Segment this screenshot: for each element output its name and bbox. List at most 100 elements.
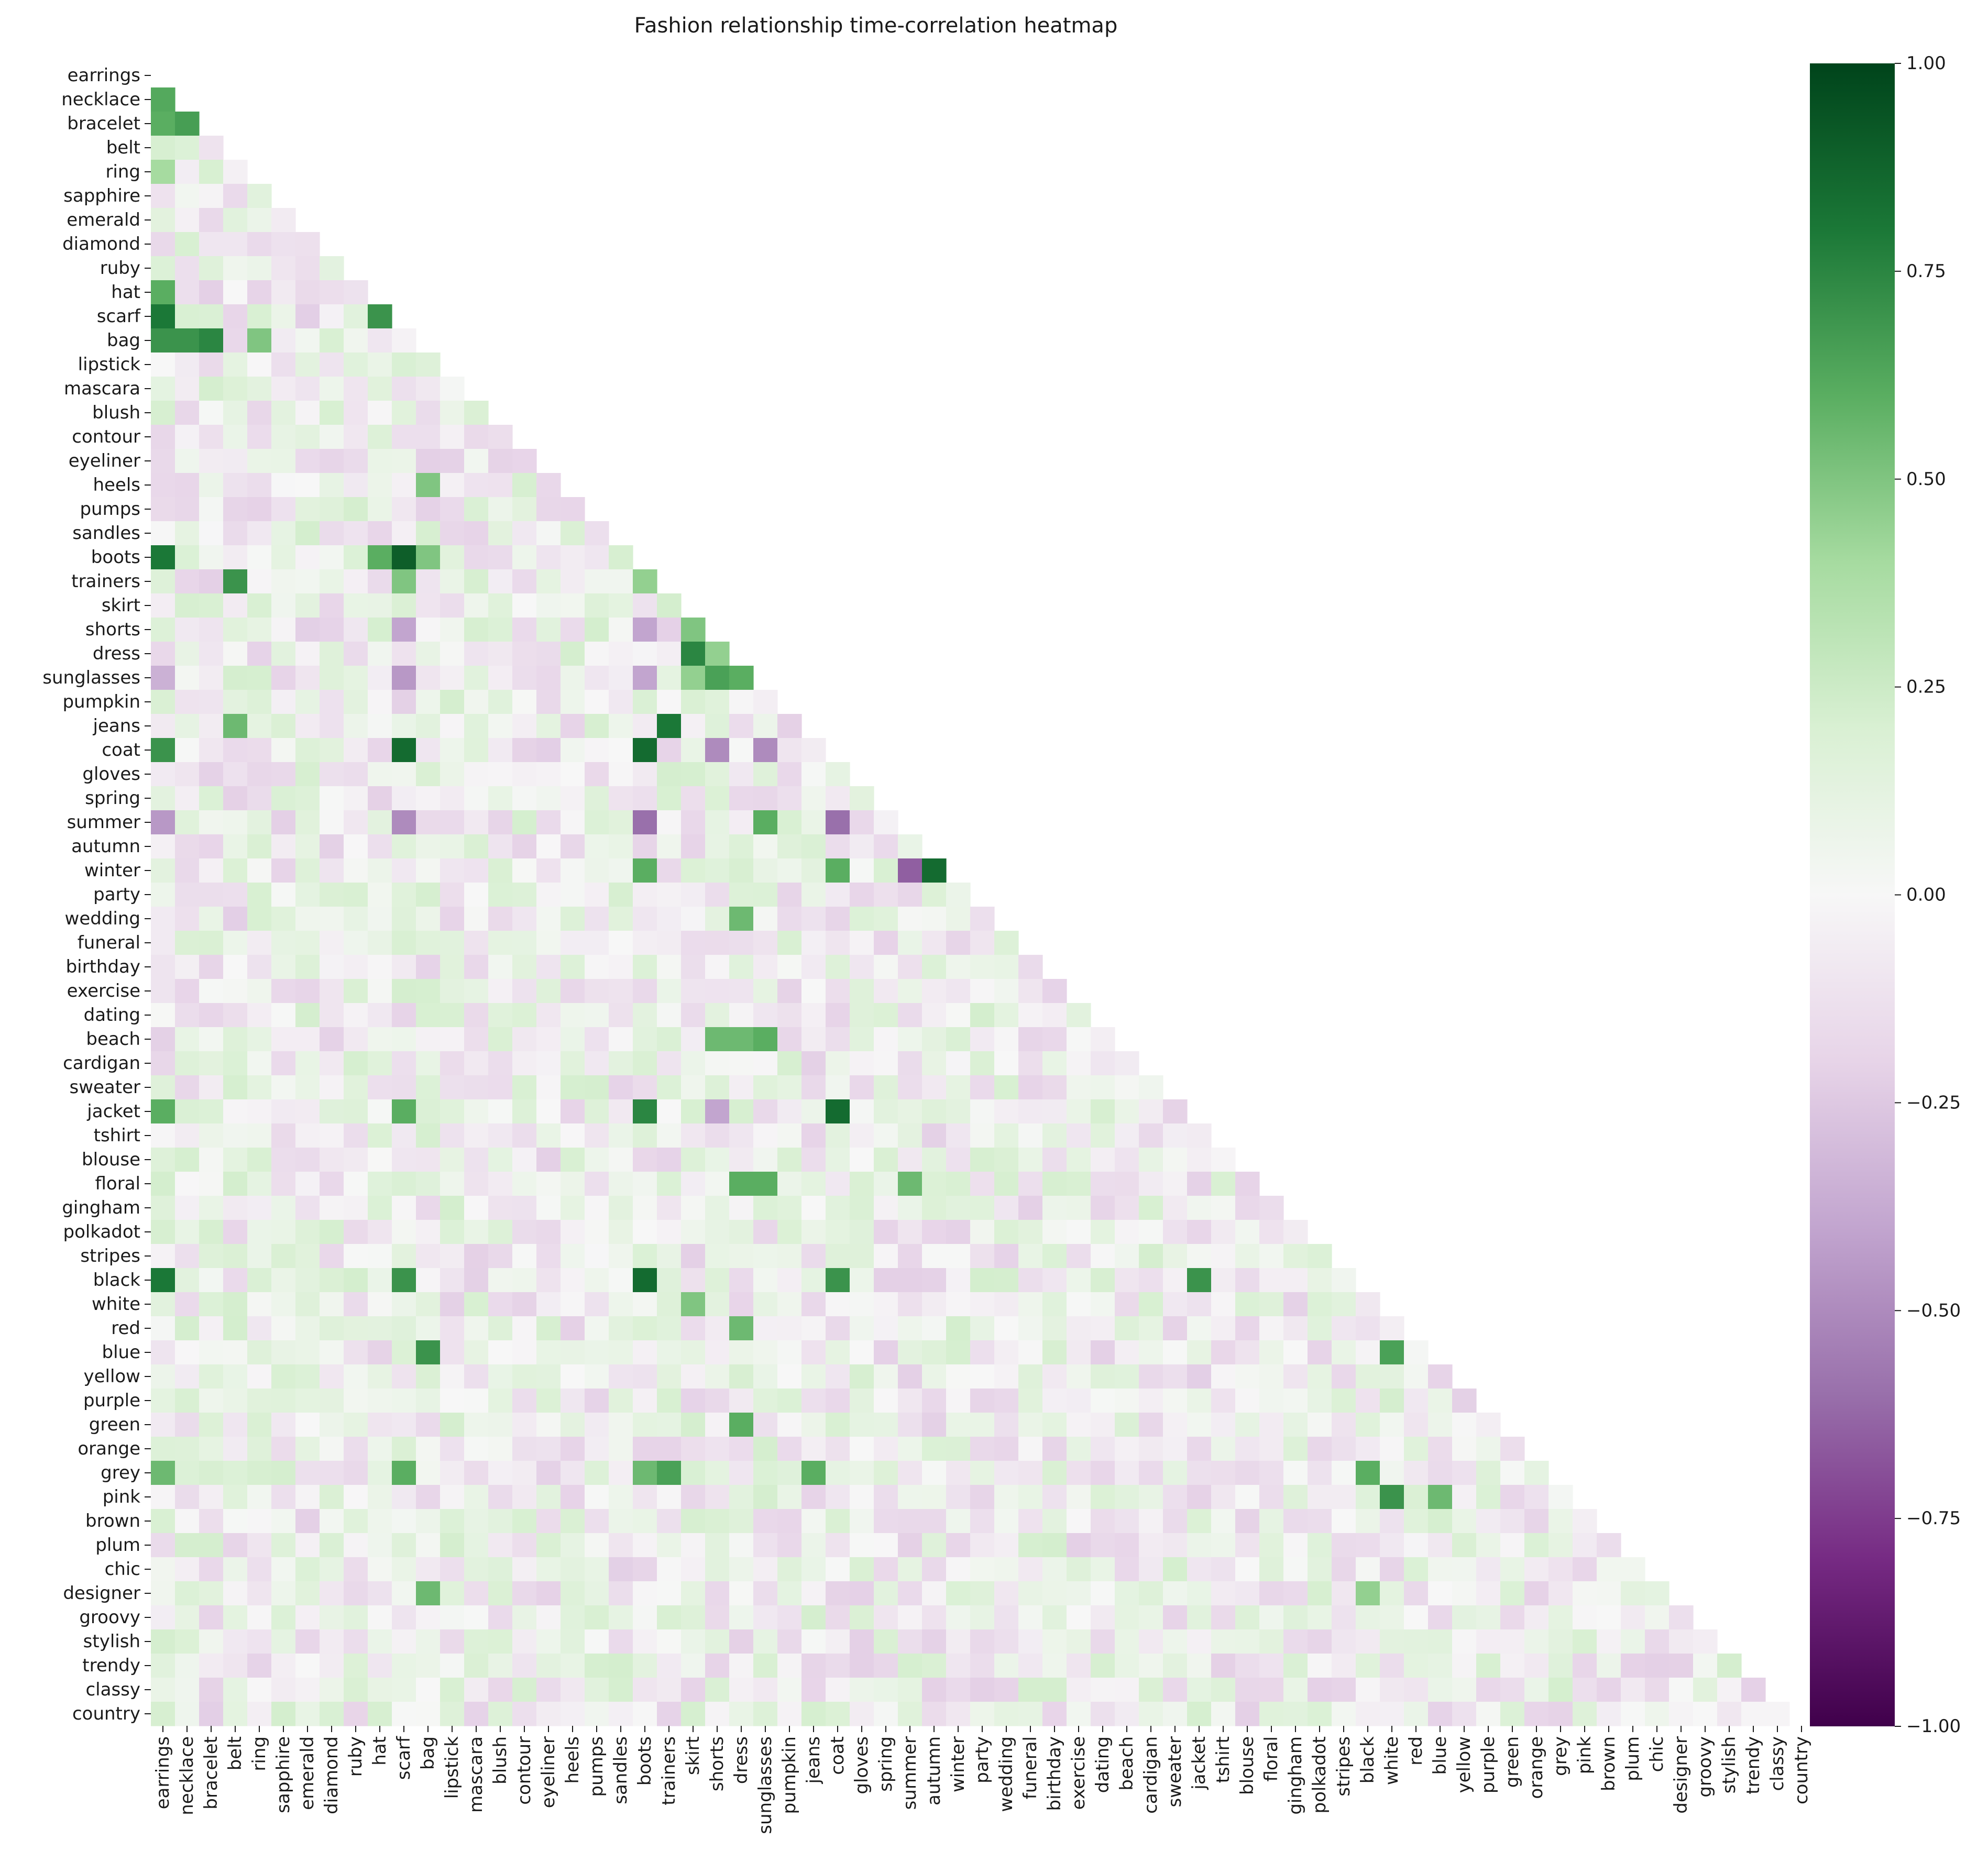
heatmap-cell	[368, 1581, 392, 1606]
heatmap-cell	[1091, 1509, 1115, 1534]
heatmap-cell	[681, 1654, 706, 1678]
heatmap-cell	[850, 1509, 874, 1534]
heatmap-cell	[826, 883, 850, 907]
heatmap-cell	[151, 256, 175, 281]
heatmap-cell	[1139, 1292, 1163, 1317]
heatmap-cell	[1067, 1364, 1091, 1389]
heatmap-cell	[536, 1340, 561, 1365]
heatmap-cell	[512, 907, 537, 931]
heatmap-cell	[175, 352, 200, 377]
heatmap-cell	[247, 618, 272, 642]
heatmap-cell	[1476, 1485, 1501, 1510]
heatmap-cell	[271, 1172, 296, 1196]
heatmap-cell	[1163, 1605, 1188, 1630]
heatmap-cell	[561, 1099, 585, 1124]
heatmap-cell	[488, 425, 513, 449]
heatmap-cell	[223, 1557, 248, 1582]
heatmap-cell	[392, 401, 416, 425]
heatmap-cell	[826, 1075, 850, 1100]
heatmap-cell	[175, 1220, 200, 1244]
heatmap-cell	[488, 1148, 513, 1172]
heatmap-cell	[705, 1437, 730, 1461]
heatmap-cell	[392, 786, 416, 811]
heatmap-cell	[705, 1075, 730, 1100]
heatmap-cell	[1187, 1268, 1212, 1293]
heatmap-cell	[1018, 1533, 1043, 1558]
heatmap-cell	[295, 858, 320, 883]
row-tick-label: autumn	[71, 836, 140, 857]
heatmap-cell	[1163, 1461, 1188, 1485]
heatmap-cell	[753, 979, 778, 1004]
heatmap-cell	[970, 1172, 995, 1196]
heatmap-cell	[705, 883, 730, 907]
heatmap-cell	[1042, 1027, 1067, 1052]
heatmap-cell	[681, 786, 706, 811]
heatmap-cell	[1235, 1437, 1260, 1461]
heatmap-cell	[295, 256, 320, 281]
heatmap-cell	[271, 449, 296, 473]
heatmap-cell	[320, 1340, 344, 1365]
heatmap-cell	[488, 593, 513, 618]
heatmap-cell	[295, 1172, 320, 1196]
heatmap-cell	[175, 449, 200, 473]
heatmap-cell	[753, 1268, 778, 1293]
heatmap-cell	[247, 1533, 272, 1558]
heatmap-cell	[1067, 1292, 1091, 1317]
heatmap-cell	[199, 1027, 224, 1052]
heatmap-cell	[633, 1629, 657, 1654]
heatmap-cell	[1452, 1678, 1477, 1702]
heatmap-cell	[1283, 1413, 1308, 1437]
heatmap-cell	[536, 762, 561, 787]
heatmap-cell	[488, 738, 513, 763]
heatmap-cell	[729, 1003, 754, 1028]
heatmap-cell	[464, 1172, 489, 1196]
heatmap-cell	[488, 1654, 513, 1678]
heatmap-cell	[1163, 1533, 1188, 1558]
heatmap-cell	[585, 1244, 609, 1269]
heatmap-cell	[223, 1364, 248, 1389]
heatmap-cell	[850, 1461, 874, 1485]
heatmap-cell	[320, 1244, 344, 1269]
heatmap-cell	[585, 1027, 609, 1052]
heatmap-cell	[561, 979, 585, 1004]
heatmap-cell	[512, 1605, 537, 1630]
heatmap-cell	[488, 521, 513, 546]
heatmap-cell	[561, 545, 585, 570]
heatmap-cell	[1308, 1605, 1332, 1630]
heatmap-cell	[609, 931, 633, 955]
heatmap-cell	[368, 473, 392, 498]
heatmap-cell	[585, 1702, 609, 1726]
heatmap-cell	[199, 1557, 224, 1582]
heatmap-cell	[151, 328, 175, 353]
heatmap-cell	[657, 1389, 682, 1413]
heatmap-cell	[609, 762, 633, 787]
heatmap-cell	[753, 1581, 778, 1606]
heatmap-cell	[585, 545, 609, 570]
heatmap-cell	[922, 907, 947, 931]
heatmap-cell	[440, 1099, 465, 1124]
heatmap-cell	[488, 955, 513, 979]
heatmap-cell	[151, 1702, 175, 1726]
heatmap-cell	[151, 1364, 175, 1389]
heatmap-cell	[416, 907, 441, 931]
heatmap-cell	[585, 1268, 609, 1293]
heatmap-cell	[657, 690, 682, 714]
heatmap-cell	[1139, 1244, 1163, 1269]
column-tick-label: sandles	[610, 1736, 631, 1804]
heatmap-cell	[1091, 1027, 1115, 1052]
colorbar-tick-label: −0.75	[1906, 1508, 1961, 1529]
heatmap-cell	[416, 1148, 441, 1172]
heatmap-cell	[271, 1581, 296, 1606]
heatmap-cell	[898, 858, 922, 883]
heatmap-cell	[320, 1027, 344, 1052]
heatmap-cell	[898, 1629, 922, 1654]
heatmap-cell	[777, 810, 802, 835]
heatmap-cell	[970, 1003, 995, 1028]
heatmap-cell	[320, 714, 344, 739]
heatmap-cell	[874, 1389, 898, 1413]
heatmap-cell	[151, 87, 175, 112]
heatmap-cell	[585, 1557, 609, 1582]
heatmap-cell	[801, 1051, 826, 1076]
heatmap-cell	[729, 714, 754, 739]
heatmap-cell	[585, 618, 609, 642]
